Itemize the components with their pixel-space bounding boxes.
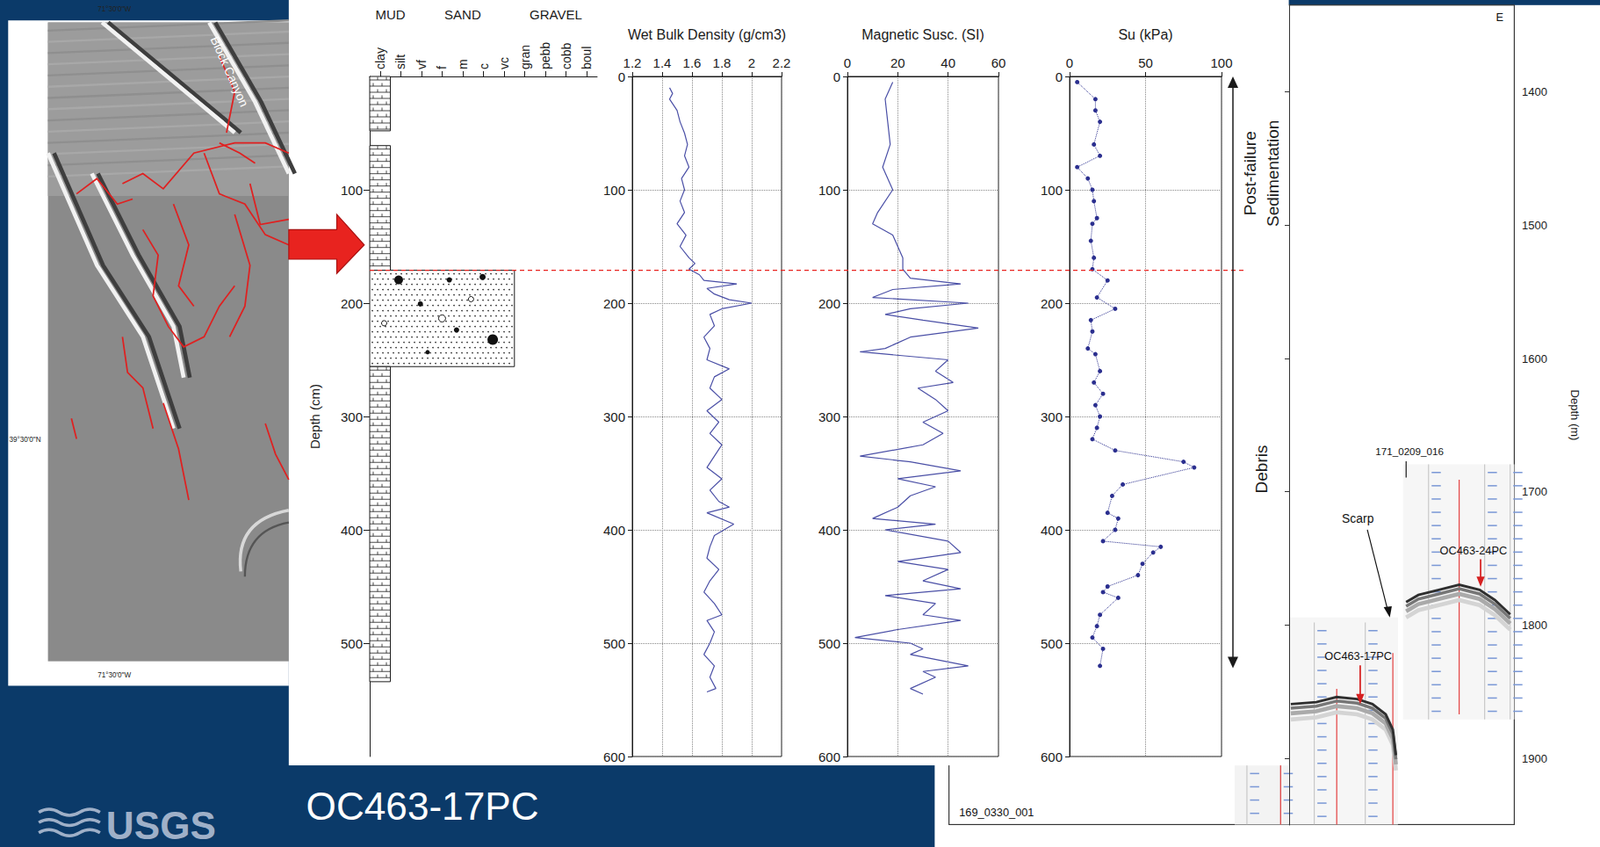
svg-text:100: 100 [1040, 182, 1063, 198]
svg-text:600: 600 [1040, 749, 1063, 764]
svg-text:200: 200 [818, 295, 841, 311]
svg-text:500: 500 [1040, 635, 1063, 651]
svg-text:Wet Bulk Density (g/cm3): Wet Bulk Density (g/cm3) [627, 27, 786, 43]
svg-text:300: 300 [603, 409, 626, 425]
svg-text:0: 0 [618, 69, 626, 85]
svg-text:vf: vf [414, 59, 429, 70]
svg-text:OC463-17PC: OC463-17PC [306, 784, 540, 828]
svg-text:400: 400 [603, 522, 626, 538]
svg-text:2.2: 2.2 [772, 55, 792, 71]
svg-text:GRAVEL: GRAVEL [529, 7, 583, 22]
svg-text:171_0209_016: 171_0209_016 [1375, 445, 1444, 457]
svg-text:OC463-17PC: OC463-17PC [1324, 648, 1392, 663]
svg-text:Post-failure: Post-failure [1240, 130, 1260, 216]
svg-text:100: 100 [340, 182, 363, 198]
svg-text:1400: 1400 [1521, 85, 1548, 99]
svg-text:500: 500 [603, 635, 626, 651]
svg-text:clay: clay [373, 47, 388, 70]
svg-text:300: 300 [340, 409, 363, 425]
svg-text:MUD: MUD [374, 7, 405, 22]
svg-text:Scarp: Scarp [1341, 511, 1375, 526]
svg-text:0: 0 [833, 69, 841, 85]
svg-text:39°30'0"N: 39°30'0"N [8, 435, 41, 444]
svg-text:1800: 1800 [1521, 618, 1548, 632]
svg-text:600: 600 [603, 749, 626, 764]
svg-text:boul: boul [579, 46, 594, 70]
svg-text:Block Canyon: Block Canyon [208, 34, 253, 109]
svg-text:1.8: 1.8 [713, 55, 732, 71]
svg-text:1900: 1900 [1521, 751, 1548, 765]
svg-text:Su (kPa): Su (kPa) [1117, 27, 1173, 43]
svg-text:SAND: SAND [444, 7, 482, 22]
svg-text:400: 400 [818, 522, 841, 538]
svg-text:f: f [434, 65, 449, 70]
svg-text:169_0330_001: 169_0330_001 [958, 805, 1034, 819]
svg-text:cobb: cobb [559, 42, 574, 70]
svg-text:200: 200 [1040, 295, 1063, 311]
svg-text:500: 500 [340, 635, 363, 651]
svg-text:1600: 1600 [1521, 352, 1548, 366]
svg-text:Magnetic Susc. (SI): Magnetic Susc. (SI) [861, 27, 985, 43]
svg-text:2: 2 [748, 55, 756, 71]
svg-text:vc: vc [497, 57, 512, 70]
svg-text:USGS: USGS [106, 803, 217, 847]
svg-text:71°30'0"W: 71°30'0"W [97, 670, 131, 679]
svg-text:1.4: 1.4 [653, 55, 672, 71]
svg-text:E: E [1495, 10, 1504, 24]
svg-text:500: 500 [818, 635, 841, 651]
svg-text:50: 50 [1138, 55, 1154, 71]
svg-text:Sedimentation: Sedimentation [1263, 120, 1283, 227]
svg-text:400: 400 [340, 522, 363, 538]
svg-text:71°30'0"W: 71°30'0"W [97, 5, 131, 14]
svg-text:1.2: 1.2 [623, 55, 642, 71]
svg-text:silt: silt [393, 54, 408, 70]
svg-text:300: 300 [818, 409, 841, 425]
svg-text:60: 60 [991, 55, 1007, 71]
svg-text:100: 100 [818, 182, 841, 198]
svg-text:1.6: 1.6 [683, 55, 702, 71]
svg-text:Depth (m): Depth (m) [1568, 389, 1582, 441]
svg-text:OC463-24PC: OC463-24PC [1440, 543, 1508, 557]
svg-text:Debris: Debris [1252, 445, 1271, 494]
svg-text:0: 0 [843, 55, 851, 71]
svg-text:20: 20 [890, 55, 906, 71]
svg-text:40: 40 [940, 55, 956, 71]
svg-text:1700: 1700 [1521, 484, 1548, 498]
svg-text:m: m [455, 58, 470, 70]
svg-text:100: 100 [603, 182, 626, 198]
svg-text:Depth (cm): Depth (cm) [307, 383, 323, 449]
svg-text:0: 0 [1066, 55, 1074, 71]
svg-text:pebb: pebb [538, 42, 553, 70]
svg-text:200: 200 [603, 295, 626, 311]
svg-text:200: 200 [340, 295, 363, 311]
svg-text:gran: gran [518, 44, 533, 70]
svg-text:100: 100 [1210, 55, 1233, 71]
svg-text:c: c [476, 63, 491, 70]
svg-text:1500: 1500 [1521, 218, 1548, 232]
svg-text:600: 600 [818, 749, 841, 764]
svg-text:400: 400 [1040, 522, 1063, 538]
svg-text:0: 0 [1055, 69, 1063, 85]
svg-text:300: 300 [1040, 409, 1063, 425]
